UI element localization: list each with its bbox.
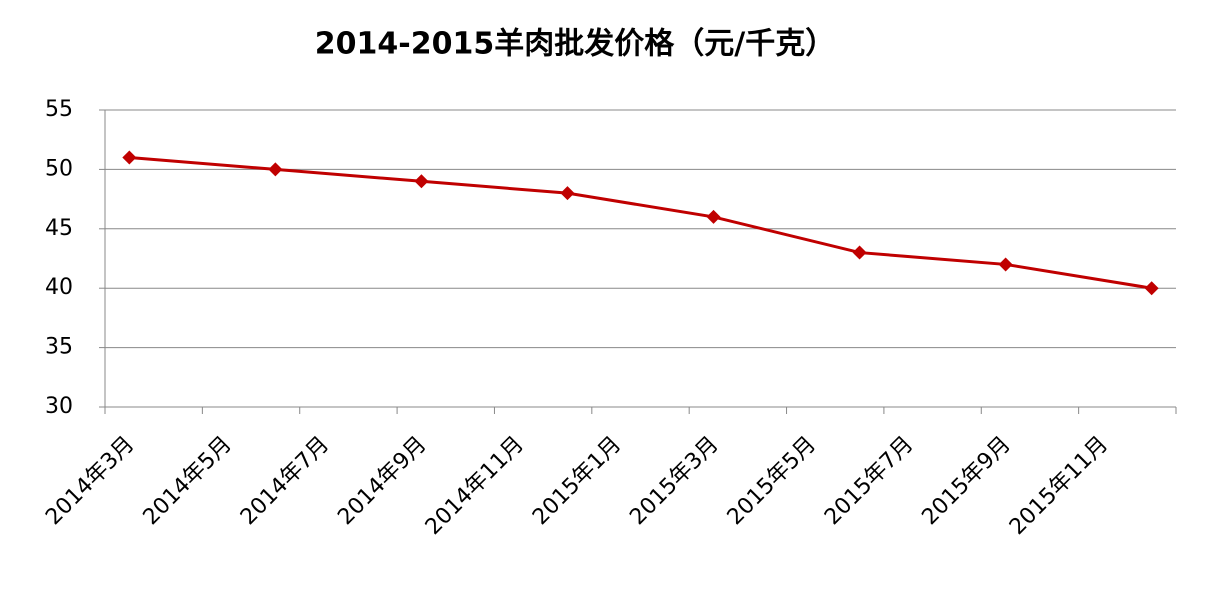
- data-line: [129, 156, 1152, 290]
- data-marker: [1144, 281, 1159, 296]
- data-marker: [706, 209, 721, 224]
- x-tick-label: 2014年9月: [333, 432, 431, 530]
- x-tick-label: 2015年7月: [820, 432, 918, 530]
- y-tick-label: 50: [45, 156, 73, 181]
- x-tick-label: 2015年11月: [1005, 432, 1113, 540]
- x-tick-label: 2014年7月: [236, 432, 334, 530]
- data-marker: [560, 186, 575, 201]
- chart-title: 2014-2015羊肉批发价格（元/千克）: [315, 27, 835, 62]
- x-tick-label: 2014年11月: [421, 432, 529, 540]
- x-tick-label: 2015年9月: [917, 432, 1015, 530]
- x-tick-label: 2014年3月: [41, 432, 139, 530]
- data-marker: [852, 245, 867, 260]
- x-tick-label: 2015年3月: [625, 432, 723, 530]
- x-tick-label: 2015年5月: [723, 432, 821, 530]
- y-tick-label: 40: [45, 275, 73, 300]
- x-tick-label: 2015年1月: [528, 432, 626, 530]
- data-marker: [268, 162, 283, 177]
- data-marker: [998, 257, 1013, 272]
- data-marker: [414, 174, 429, 189]
- data-marker: [122, 150, 137, 165]
- y-tick-label: 35: [45, 335, 73, 360]
- y-tick-label: 45: [45, 216, 73, 241]
- y-tick-label: 55: [45, 97, 73, 122]
- y-tick-label: 30: [45, 394, 73, 419]
- x-tick-label: 2014年5月: [139, 432, 237, 530]
